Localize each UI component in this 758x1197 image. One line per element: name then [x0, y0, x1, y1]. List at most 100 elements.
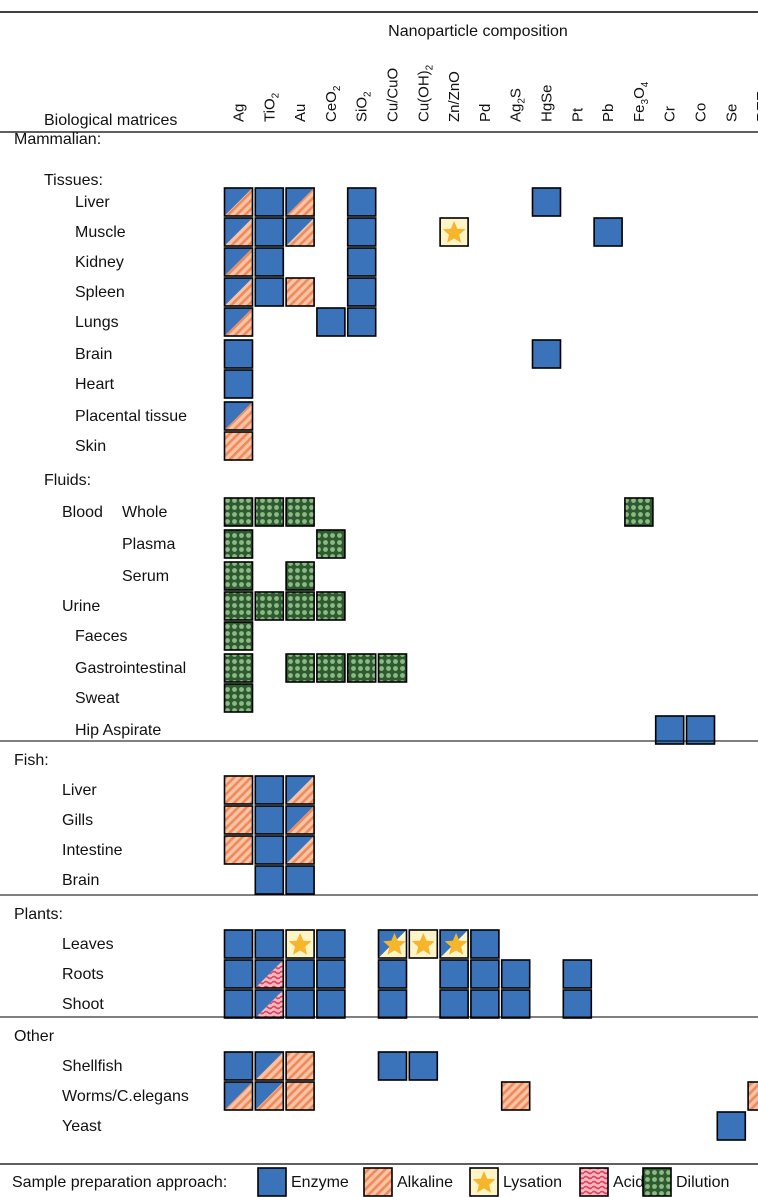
- cell-roots-au: [285, 959, 315, 989]
- row-label-hip-aspirate: Hip Aspirate: [75, 722, 161, 739]
- row-label-lungs: Lungs: [75, 314, 119, 331]
- cell-serum-au: [285, 561, 315, 591]
- row-label-kidney: Kidney: [75, 254, 124, 271]
- cell-blood-fe3o4: [624, 497, 654, 527]
- cell-urine-au: [285, 591, 315, 621]
- row-label-liver: Liver: [62, 782, 97, 799]
- cell-worms-c-elegans-ag: [223, 1081, 254, 1111]
- cell-leaves-tio2: [254, 929, 285, 959]
- row-label-yeast: Yeast: [62, 1118, 102, 1135]
- cell-lungs-sio2: [346, 307, 377, 337]
- cell-heart-ag: [223, 369, 254, 399]
- cell-muscle-tio2: [254, 217, 285, 247]
- column-label-ag2s: Ag2S: [508, 88, 528, 122]
- row-label-leaves: Leaves: [62, 936, 114, 953]
- row-label-intestine: Intestine: [62, 842, 123, 859]
- lysation-star-icon: [383, 933, 406, 955]
- row-label-faeces: Faeces: [75, 628, 127, 645]
- legend-label-enzyme: Enzyme: [291, 1174, 349, 1191]
- cell-gills-ag: [223, 805, 254, 835]
- cell-intestine-au: [285, 835, 315, 865]
- cell-spleen-sio2: [346, 277, 377, 307]
- row-label-shellfish: Shellfish: [62, 1058, 122, 1075]
- column-label-cuoh2: Cu(OH)2: [415, 64, 435, 122]
- cell-liver-ag: [223, 187, 254, 217]
- cell-plasma-ceo2: [316, 529, 346, 559]
- row-label-plasma: Plasma: [122, 536, 175, 553]
- cell-shellfish-cuoh2: [408, 1051, 439, 1081]
- legend-label-dilution: Dilution: [676, 1174, 729, 1191]
- row-label-brain: Brain: [62, 872, 99, 889]
- cell-roots-pt: [562, 959, 593, 989]
- cell-roots-cucuo: [377, 959, 408, 989]
- cell-shoot-cucuo: [377, 989, 408, 1019]
- column-label-ree: REE: [754, 91, 758, 122]
- legend-swatch-enzyme: [257, 1167, 287, 1197]
- column-label-pb: Pb: [600, 104, 617, 122]
- cell-roots-pd: [470, 959, 500, 989]
- legend-label-acid: Acid: [613, 1174, 644, 1191]
- cell-worms-c-elegans-tio2: [254, 1081, 285, 1111]
- cell-kidney-tio2: [254, 247, 285, 277]
- lysation-star-icon: [472, 1171, 496, 1193]
- lysation-star-icon: [444, 933, 468, 955]
- cell-liver-au: [285, 775, 315, 805]
- legend-swatch-alkaline: [363, 1167, 393, 1197]
- cell-shoot-ceo2: [316, 989, 346, 1019]
- cell-muscle-znzno: [439, 217, 469, 247]
- cell-gastrointestinal-ceo2: [316, 653, 346, 683]
- row-label-shoot: Shoot: [62, 996, 104, 1013]
- cell-gills-au: [285, 805, 315, 835]
- column-label-cr: Cr: [662, 106, 679, 122]
- cell-gills-tio2: [254, 805, 285, 835]
- row-label-worms-c-elegans: Worms/C.elegans: [62, 1088, 189, 1105]
- cell-shoot-au: [285, 989, 315, 1019]
- cell-shoot-ag: [223, 989, 254, 1019]
- column-label-pd: Pd: [477, 104, 494, 122]
- legend-label-alkaline: Alkaline: [397, 1174, 453, 1191]
- column-label-znzno: Zn/ZnO: [446, 71, 463, 122]
- row-label-whole: Whole: [122, 504, 167, 521]
- cell-roots-ag2s: [500, 959, 531, 989]
- lysation-star-icon: [411, 933, 435, 955]
- cell-brain-au: [285, 865, 315, 895]
- cell-worms-c-elegans-au: [285, 1081, 315, 1111]
- cell-leaves-cucuo: [377, 929, 408, 959]
- cell-roots-znzno: [439, 959, 469, 989]
- group-label-plants: Plants:: [14, 906, 63, 923]
- cell-liver-tio2: [254, 775, 285, 805]
- chart-title: Nanoparticle composition: [388, 23, 568, 40]
- cell-muscle-au: [285, 217, 315, 247]
- row-label-blood: Blood: [62, 504, 103, 521]
- cell-hip-aspirate-cr: [654, 715, 685, 745]
- cell-leaves-cuoh2: [408, 929, 439, 959]
- cell-shellfish-cucuo: [377, 1051, 408, 1081]
- group-label-fluids: Fluids:: [44, 472, 91, 489]
- legend-swatch-acid: [579, 1167, 609, 1197]
- cell-shellfish-ag: [223, 1051, 254, 1081]
- row-label-gills: Gills: [62, 812, 93, 829]
- cell-muscle-sio2: [346, 217, 377, 247]
- cell-spleen-tio2: [254, 277, 285, 307]
- column-label-au: Au: [292, 104, 309, 122]
- cell-lungs-ceo2: [316, 307, 346, 337]
- lysation-star-icon: [442, 221, 466, 243]
- row-label-serum: Serum: [122, 568, 169, 585]
- legend-label-lysation: Lysation: [503, 1174, 562, 1191]
- column-label-co: Co: [693, 103, 710, 122]
- cell-leaves-ag: [223, 929, 254, 959]
- row-label-brain: Brain: [75, 346, 112, 363]
- cell-liver-hgse: [531, 187, 562, 217]
- cell-gastrointestinal-au: [285, 653, 315, 683]
- row-label-skin: Skin: [75, 438, 106, 455]
- row-label-muscle: Muscle: [75, 224, 126, 241]
- row-label-gastrointestinal: Gastrointestinal: [75, 660, 186, 677]
- cell-blood-ag: [223, 497, 254, 527]
- cell-roots-tio2: [254, 959, 285, 989]
- cell-faeces-ag: [223, 621, 254, 651]
- column-label-se: Se: [723, 104, 740, 122]
- cell-gastrointestinal-cucuo: [377, 653, 408, 683]
- cell-roots-ag: [223, 959, 254, 989]
- cell-liver-sio2: [346, 187, 377, 217]
